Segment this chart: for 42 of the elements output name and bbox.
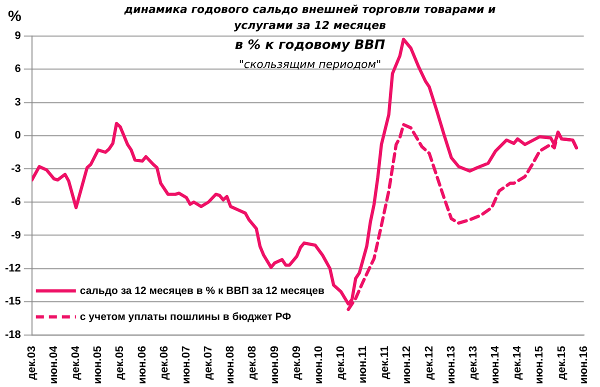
x-tick-label: июн.04 (48, 345, 60, 384)
x-tick-label: дек.05 (114, 346, 126, 380)
x-tick-label: июн.05 (92, 346, 104, 384)
x-tick-label: июн.06 (136, 346, 148, 384)
x-tick-label: дек.06 (158, 346, 170, 380)
x-tick-label: июн.10 (312, 346, 325, 384)
x-tick-label: дек.09 (290, 346, 303, 380)
x-tick-label: июн.07 (180, 346, 192, 384)
chart-subtitle: в % к годовому ВВП (234, 38, 386, 53)
y-tick-label: 9 (14, 30, 21, 42)
annotation: "скользящим периодом" (238, 58, 382, 71)
x-tick-label: дек.07 (202, 346, 215, 380)
y-axis-title: % (8, 8, 22, 25)
x-tick-label: дек.13 (467, 346, 480, 380)
y-tick-label: -9 (11, 229, 21, 242)
y-tick-label: -18 (4, 328, 21, 341)
x-tick-label: июн.08 (224, 346, 237, 384)
x-tick-label: июн.15 (534, 346, 546, 384)
x-tick-label: дек.11 (379, 346, 392, 380)
x-tick-label: дек.03 (26, 346, 38, 380)
x-tick-label: июн.13 (445, 346, 458, 384)
y-tick-label: -12 (4, 262, 21, 275)
x-tick-label: дек.12 (423, 346, 436, 380)
legend-label: с учетом уплаты пошлины в бюджет РФ (80, 310, 292, 323)
x-tick-label: июн.16 (578, 346, 590, 384)
x-tick-label: дек.10 (334, 346, 347, 380)
x-tick-label: дек.14 (512, 345, 524, 380)
x-tick-label: июн.11 (357, 346, 370, 384)
y-tick-label: 6 (14, 63, 21, 76)
legend-label: сальдо за 12 месяцев в % к ВВП за 12 месяцев (80, 284, 325, 297)
y-tick-label: 0 (14, 130, 21, 142)
y-tick-label: -3 (11, 162, 21, 175)
chart-title: динамика годового сальдо внешней торговли товарами и услугами за 12 месяцев (123, 2, 497, 34)
x-tick-label: дек.08 (246, 346, 259, 380)
y-tick-label: -6 (11, 196, 21, 208)
y-tick-label: 3 (14, 96, 21, 108)
y-tick-label: -15 (4, 296, 21, 308)
x-tick-label: дек.15 (556, 346, 568, 380)
x-tick-label: июн.12 (401, 346, 414, 384)
x-tick-label: июн.14 (490, 345, 502, 384)
x-tick-label: дек.04 (70, 345, 82, 380)
x-tick-label: июн.09 (268, 346, 281, 384)
